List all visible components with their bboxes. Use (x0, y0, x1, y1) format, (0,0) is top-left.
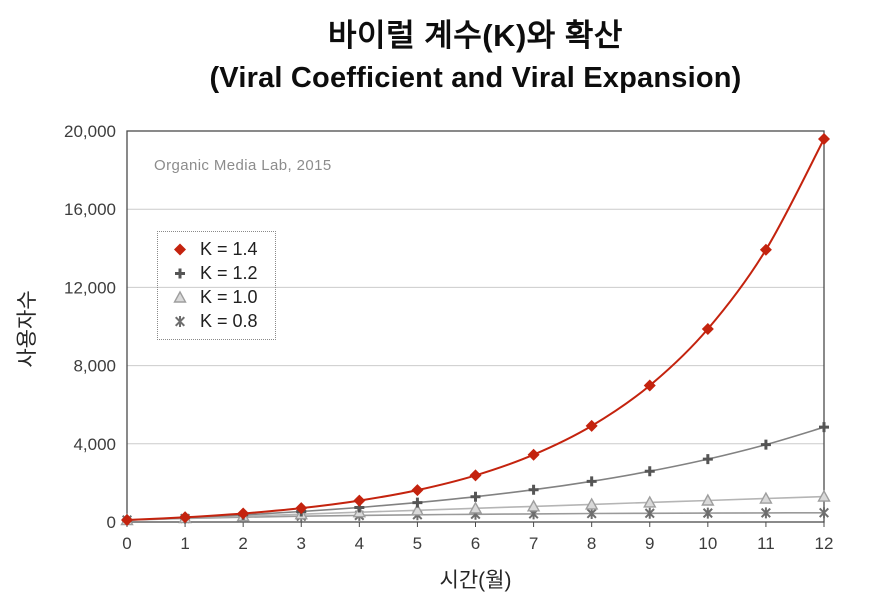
data-point-diamond (179, 511, 192, 524)
x-tick-label: 5 (413, 534, 422, 553)
data-point-diamond (643, 379, 656, 392)
legend-marker-plus-icon (169, 266, 191, 281)
data-point-diamond (411, 484, 424, 497)
data-point-diamond (527, 448, 540, 461)
y-tick-label: 4,000 (73, 435, 116, 454)
legend-label: K = 0.8 (200, 311, 258, 331)
x-tick-label: 0 (122, 534, 131, 553)
x-tick-label: 3 (297, 534, 306, 553)
data-point-diamond (759, 243, 772, 256)
legend-label: K = 1.4 (200, 239, 258, 259)
y-tick-label: 20,000 (64, 122, 116, 141)
data-point-plus (175, 268, 185, 279)
data-point-diamond (295, 502, 308, 515)
data-point-triangle (526, 499, 541, 512)
data-point-triangle (468, 501, 483, 514)
series-K=1.4 (121, 132, 830, 527)
watermark-text: Organic Media Lab, 2015 (154, 157, 332, 174)
legend-marker-star-icon (169, 314, 191, 329)
x-tick-label: 6 (471, 534, 480, 553)
x-tick-label: 8 (587, 534, 596, 553)
y-tick-label: 8,000 (73, 357, 116, 376)
x-tick-label: 10 (698, 534, 717, 553)
data-point-diamond (818, 132, 830, 145)
legend-marker-triangle-icon (169, 290, 191, 305)
data-point-star (760, 507, 771, 519)
data-point-triangle (643, 495, 657, 508)
data-point-diamond (174, 243, 186, 256)
chart-title-korean: 바이럴 계수(K)와 확산 (328, 18, 623, 53)
legend-marker-diamond-icon (169, 242, 191, 257)
data-point-plus (412, 497, 423, 508)
x-axis-title: 시간(월) (439, 569, 512, 592)
y-axis-title: 사용자수 (16, 290, 39, 368)
data-point-plus (760, 439, 771, 450)
chart-title-english: (Viral Coefficient and Viral Expansion) (209, 62, 742, 94)
legend-label: K = 1.2 (200, 263, 258, 283)
legend-item: K = 1.0 (169, 286, 258, 309)
data-point-triangle (173, 290, 187, 303)
data-point-star (174, 316, 186, 327)
data-point-plus (644, 466, 655, 477)
legend-item: K = 1.2 (169, 262, 258, 285)
y-tick-label: 16,000 (64, 200, 116, 219)
data-point-plus (470, 491, 481, 502)
data-point-diamond (121, 514, 133, 527)
data-point-triangle (701, 493, 715, 506)
data-point-triangle (584, 497, 599, 510)
legend-label: K = 1.0 (200, 287, 258, 307)
data-point-star (702, 507, 713, 519)
data-point-plus (586, 476, 597, 487)
x-tick-label: 7 (529, 534, 538, 553)
data-point-star (818, 507, 830, 519)
y-tick-label: 12,000 (64, 278, 116, 297)
data-point-star (644, 507, 655, 519)
data-point-diamond (237, 507, 250, 520)
data-point-plus (702, 454, 713, 465)
x-tick-label: 1 (180, 534, 189, 553)
x-tick-label: 9 (645, 534, 654, 553)
x-tick-label: 11 (757, 534, 775, 553)
data-point-triangle (759, 491, 773, 504)
data-point-triangle (817, 489, 831, 502)
data-point-diamond (585, 419, 598, 432)
legend: K = 1.4 K = 1.2 K = 1.0 K = 0.8 (157, 231, 276, 340)
data-point-star (586, 508, 597, 520)
data-point-plus (819, 422, 829, 433)
legend-item: K = 0.8 (169, 310, 258, 333)
data-point-diamond (353, 494, 366, 507)
data-point-diamond (701, 322, 714, 335)
legend-item: K = 1.4 (169, 238, 258, 261)
x-tick-label: 4 (355, 534, 364, 553)
data-point-triangle (410, 503, 425, 516)
chart-title: 바이럴 계수(K)와 확산 (Viral Coefficient and Vir… (88, 14, 863, 98)
x-tick-label: 2 (238, 534, 247, 553)
data-point-plus (528, 484, 539, 495)
x-tick-label: 12 (815, 534, 834, 553)
data-point-diamond (469, 469, 482, 482)
y-tick-label: 0 (107, 513, 116, 532)
